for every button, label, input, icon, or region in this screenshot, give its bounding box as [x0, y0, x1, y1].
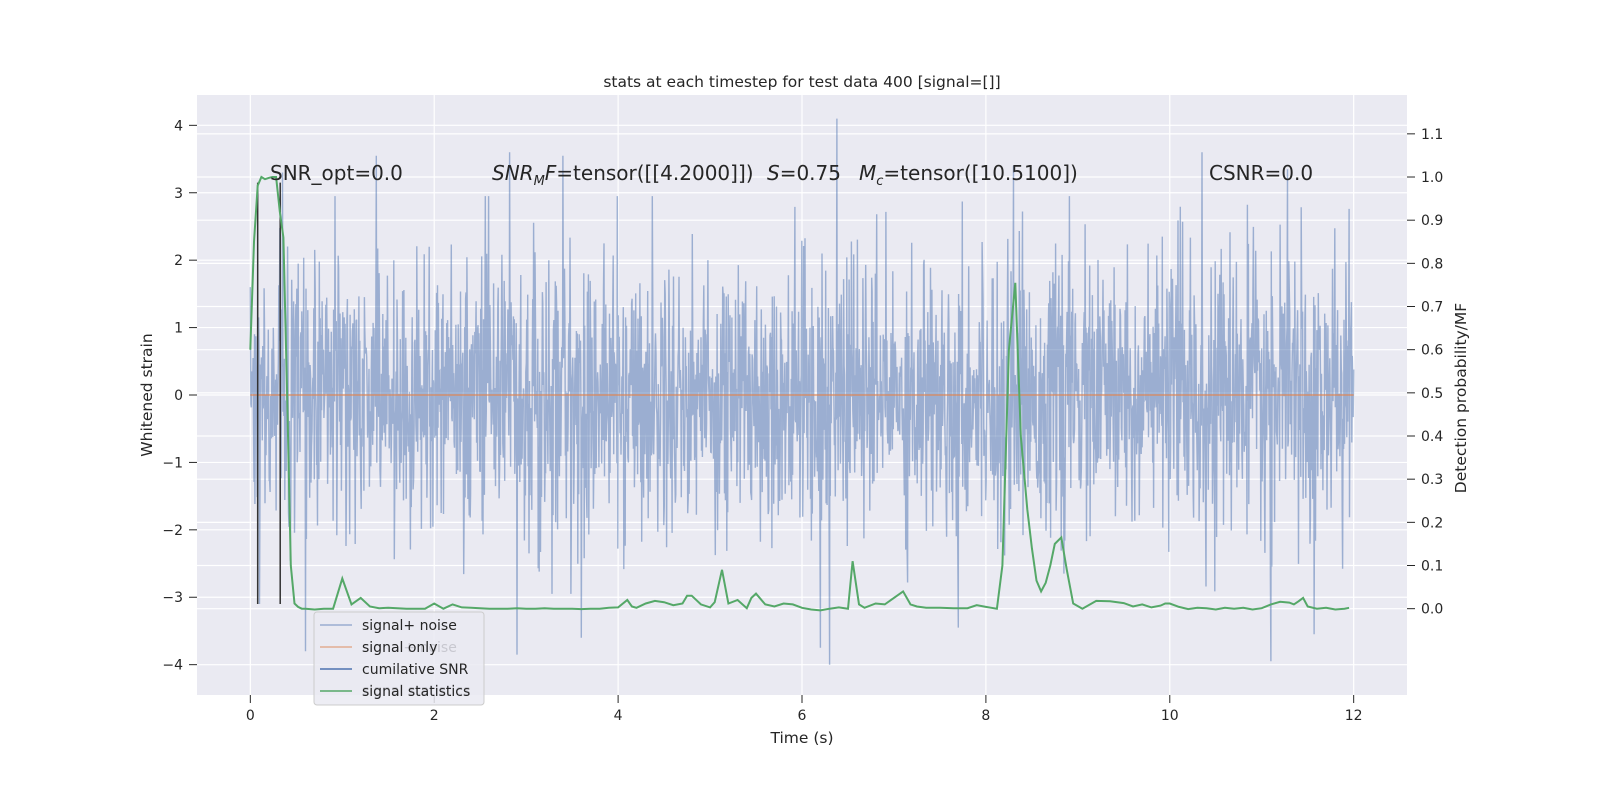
right-tick-label-6: 0.5 [1421, 386, 1443, 402]
right-tick-label-7: 0.4 [1421, 429, 1443, 445]
y-axis-label-left: Whitened strain [138, 333, 156, 456]
legend-label-signal-statistics: signal statistics [362, 684, 470, 700]
right-tick-label-10: 0.1 [1421, 559, 1443, 575]
mc-subscript: c [876, 174, 883, 189]
x-tick-label-0: 0 [246, 708, 255, 724]
right-tick-label-3: 0.8 [1421, 256, 1443, 272]
s-symbol: S [767, 161, 780, 185]
annotation-snr-mf: SNRMF=tensor([[4.2000]]) [492, 161, 754, 189]
x-tick-label-1: 2 [430, 708, 439, 724]
left-tick-label-3: 1 [174, 321, 183, 337]
chart-title: stats at each timestep for test data 400… [603, 73, 1000, 91]
x-tick-label-3: 6 [798, 708, 807, 724]
left-tick-label-4: 0 [174, 388, 183, 404]
left-tick-label-2: 2 [174, 253, 183, 269]
annotation-mc: Mc=tensor([10.5100]) [859, 161, 1078, 189]
right-tick-label-8: 0.3 [1421, 472, 1443, 488]
x-tick-label-2: 4 [614, 708, 623, 724]
left-tick-label-6: −2 [162, 523, 183, 539]
legend-label-signal-noise: signal+ noise [362, 618, 457, 634]
signal-statistics-line [249, 175, 1350, 612]
signal-noise-line [249, 118, 1355, 665]
left-tick-label-5: −1 [162, 455, 183, 471]
legend-ghost-text-1: signal+ noise [362, 640, 457, 656]
x-axis-label: Time (s) [769, 729, 833, 747]
right-tick-label-11: 0.0 [1421, 602, 1443, 618]
legend: signal+ noise signal statistics signal+ … [313, 611, 485, 706]
legend-ghost-text-2: signal statistics [362, 683, 470, 699]
snr-mf-symbol: SNR [492, 161, 534, 185]
left-tick-label-1: 3 [174, 186, 183, 202]
x-tick-label-6: 12 [1345, 708, 1363, 724]
signal-statistics-series [249, 175, 1350, 612]
right-tick-label-0: 1.1 [1421, 127, 1443, 143]
snr-mf-value: =tensor([[4.2000]]) [556, 161, 753, 185]
legend-box [313, 611, 485, 706]
x-tick-label-4: 8 [981, 708, 990, 724]
y-axis-label-right: Detection probability/MF [1452, 303, 1470, 494]
right-tick-label-2: 0.9 [1421, 213, 1443, 229]
right-tick-label-9: 0.2 [1421, 515, 1443, 531]
snr-mf-symbol-2: F [545, 161, 557, 185]
x-tick-label-5: 10 [1161, 708, 1179, 724]
legend-label-cumulative-snr: cumilative SNR [362, 662, 469, 678]
right-tick-label-1: 1.0 [1421, 170, 1443, 186]
right-tick-label-5: 0.6 [1421, 343, 1443, 359]
left-tick-label-7: −3 [162, 590, 183, 606]
left-tick-label-8: −4 [162, 658, 183, 674]
snr-mf-subscript: M [534, 174, 545, 189]
vertical-marker-lines [256, 182, 281, 604]
s-value: =0.75 [780, 161, 841, 185]
right-axis-ticks: 1.1 1.0 0.9 0.8 0.7 0.6 0.5 0.4 0.3 0.2 0.1 0.0 [1407, 127, 1443, 618]
left-tick-label-0: 4 [174, 118, 183, 134]
legend-label-signal-only: signal only [362, 640, 437, 656]
mc-value: =tensor([10.5100]) [883, 161, 1077, 185]
left-axis-ticks: 4 3 2 1 0 −1 −2 −3 −4 [162, 118, 197, 674]
x-axis-ticks: 0 2 4 6 8 10 12 [246, 695, 1363, 724]
right-tick-label-4: 0.7 [1421, 300, 1443, 316]
signal-noise-series [249, 118, 1355, 665]
annotation-csnr: CSNR=0.0 [1209, 161, 1313, 185]
annotation-snr-opt: SNR_opt=0.0 [270, 161, 403, 185]
mc-symbol: M [859, 161, 876, 185]
annotation-s: S=0.75 [767, 161, 841, 185]
